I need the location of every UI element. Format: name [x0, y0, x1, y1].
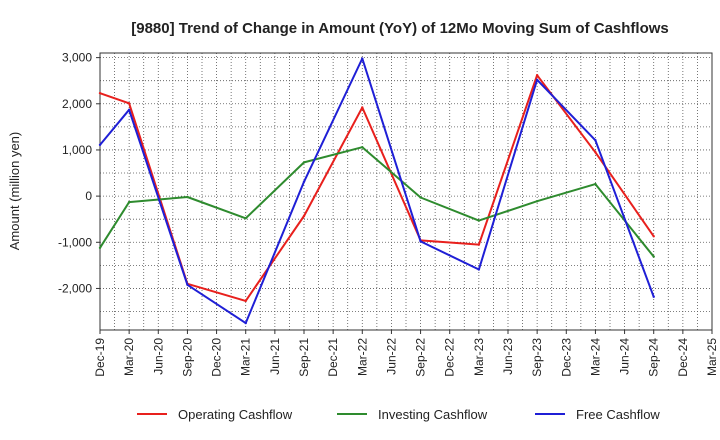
data-point — [361, 57, 364, 60]
x-tick-label: Jun-20 — [151, 338, 165, 375]
data-point — [419, 196, 422, 199]
data-point — [244, 321, 247, 325]
data-point — [302, 161, 306, 164]
data-point — [244, 217, 247, 220]
x-tick-label: Dec-20 — [210, 338, 224, 377]
data-point — [127, 102, 131, 105]
x-tick-label: Dec-24 — [676, 338, 690, 377]
x-tick-label: Mar-24 — [588, 338, 602, 376]
legend-label-1: Investing Cashflow — [378, 407, 488, 422]
y-tick-label: 3,000 — [62, 51, 92, 65]
series-lines — [98, 57, 655, 325]
y-tick-label: -2,000 — [58, 281, 92, 295]
x-tick-label: Dec-21 — [326, 338, 340, 377]
x-tick-label: Mar-25 — [705, 338, 719, 376]
x-tick-label: Sep-24 — [647, 338, 661, 377]
x-tick-label: Dec-19 — [93, 338, 107, 377]
data-point — [477, 243, 481, 246]
series-line-1 — [99, 146, 655, 258]
x-tick-label: Jun-24 — [618, 338, 632, 375]
data-point — [302, 180, 306, 184]
plot-area — [99, 52, 713, 331]
y-tick-label: 0 — [85, 189, 92, 203]
y-axis-label: Amount (million yen) — [7, 132, 22, 251]
y-tick-label: -1,000 — [58, 235, 92, 249]
x-tick-label: Mar-22 — [355, 338, 369, 376]
x-tick-label: Sep-21 — [297, 338, 311, 377]
x-tick-label: Jun-22 — [384, 338, 398, 375]
data-point — [652, 295, 655, 298]
data-point — [652, 235, 655, 238]
x-tick-label: Sep-22 — [414, 338, 428, 377]
x-tick-label: Dec-23 — [559, 338, 573, 377]
data-point — [535, 199, 539, 203]
legend-label-2: Free Cashflow — [576, 407, 660, 422]
data-point — [419, 240, 422, 243]
legend-label-0: Operating Cashflow — [178, 407, 293, 422]
data-point — [302, 214, 306, 218]
data-point — [535, 78, 539, 81]
legend: Operating Cashflow Investing Cashflow Free… — [137, 407, 660, 422]
data-point — [127, 200, 131, 204]
data-point — [98, 143, 102, 147]
x-tick-label: Jun-21 — [268, 338, 282, 375]
x-tick-label: Mar-23 — [472, 338, 486, 376]
data-point — [244, 299, 247, 303]
y-axis-ticks: 3,000 2,000 1,000 0 -1,000 -2,000 — [58, 51, 100, 295]
data-point — [127, 108, 131, 111]
data-point — [186, 195, 189, 199]
x-axis-ticks: Dec-19 Mar-20 Jun-20 Sep-20 Dec-20 Mar-21 Jun-… — [93, 330, 719, 377]
x-tick-label: Sep-20 — [180, 338, 194, 377]
y-tick-label: 1,000 — [62, 143, 92, 157]
x-tick-label: Mar-21 — [239, 338, 253, 376]
data-point — [361, 106, 364, 109]
x-tick-label: Dec-22 — [443, 338, 457, 377]
data-point — [535, 73, 539, 77]
data-point — [361, 145, 364, 149]
y-tick-label: 2,000 — [62, 97, 92, 111]
grid — [100, 53, 712, 330]
data-point — [594, 151, 597, 154]
x-tick-label: Jun-23 — [501, 338, 515, 375]
data-point — [477, 268, 481, 271]
data-point — [594, 182, 597, 186]
x-tick-label: Sep-23 — [530, 338, 544, 377]
data-point — [477, 219, 481, 222]
chart-title: [9880] Trend of Change in Amount (YoY) o… — [131, 20, 669, 37]
data-point — [98, 246, 102, 250]
data-point — [652, 255, 655, 258]
data-point — [98, 91, 102, 95]
data-point — [186, 283, 189, 286]
data-point — [594, 139, 597, 142]
x-tick-label: Mar-20 — [122, 338, 136, 376]
